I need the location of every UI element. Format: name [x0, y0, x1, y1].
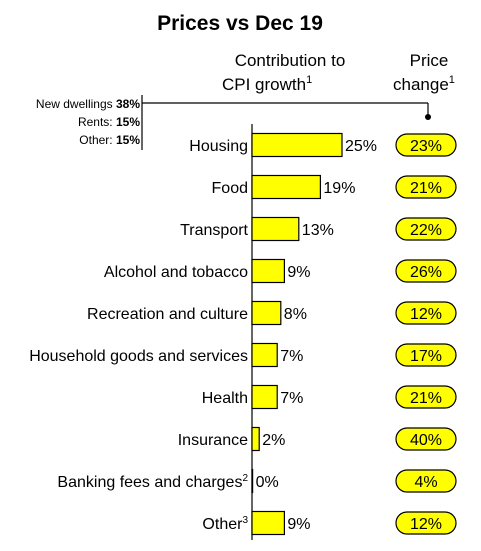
price-change-label: 26%	[410, 264, 442, 281]
category-label-text: Banking fees and charges	[57, 474, 242, 491]
data-label: 0%	[256, 474, 279, 491]
price-change-label: 4%	[414, 474, 437, 491]
category-label: Other3	[202, 515, 248, 533]
category-label-sup: 3	[242, 515, 248, 526]
price-change-label: 22%	[410, 222, 442, 239]
price-change-pill	[395, 511, 457, 535]
bar	[251, 258, 286, 284]
chart-title: Prices vs Dec 19	[157, 12, 323, 35]
bar	[251, 468, 254, 494]
bar	[251, 510, 286, 536]
bar	[251, 174, 322, 200]
bar	[251, 426, 260, 452]
contribution-header-line1: Contribution to	[235, 51, 346, 70]
breakdown-item-label: New dwellings	[36, 97, 116, 111]
price-change-pill	[395, 343, 457, 367]
price-change-label: 21%	[410, 180, 442, 197]
price-change-label: 17%	[410, 348, 442, 365]
housing-breakdown: New dwellings 38%Rents: 15%Other: 15%	[36, 95, 143, 150]
category-label-text: Other	[202, 516, 243, 533]
price-change-label: 40%	[410, 432, 442, 449]
category-label: Housing	[189, 138, 248, 155]
category-label-sup: 2	[242, 473, 248, 484]
category-label-text: Alcohol and tobacco	[104, 264, 248, 281]
bar	[251, 384, 278, 410]
breakdown-item-value: 38%	[116, 97, 140, 111]
price-change-pill	[395, 469, 457, 493]
price-change-label: 12%	[410, 306, 442, 323]
breakdown-item-value: 15%	[116, 133, 140, 147]
category-label: Banking fees and charges2	[57, 473, 248, 491]
data-label: 8%	[284, 306, 307, 323]
price-header-line1: Price	[410, 51, 449, 70]
price-change-pill	[395, 133, 457, 157]
price-change-pill	[395, 427, 457, 451]
category-label-text: Transport	[180, 222, 248, 239]
data-label: 9%	[287, 516, 310, 533]
category-label-text: Housing	[189, 138, 248, 155]
breakdown-item-label: Other:	[79, 133, 116, 147]
category-label: Household goods and services	[29, 348, 248, 365]
breakdown-connector-dot	[425, 114, 431, 120]
price-header-line2: change1	[393, 74, 455, 94]
category-label: Health	[202, 390, 248, 407]
data-label: 9%	[287, 264, 310, 281]
price-change-label: 23%	[410, 138, 442, 155]
category-label-text: Recreation and culture	[87, 306, 248, 323]
price-header-line2-text: change	[393, 75, 449, 94]
contribution-header-sup: 1	[306, 74, 312, 86]
category-label-text: Insurance	[178, 432, 248, 449]
price-change-pill	[395, 217, 457, 241]
bar	[251, 216, 300, 242]
data-label: 7%	[280, 390, 303, 407]
price-change-pill	[395, 301, 457, 325]
category-label-text: Health	[202, 390, 248, 407]
contribution-header-line2: CPI growth1	[222, 74, 312, 94]
category-label: Food	[212, 180, 248, 197]
price-header-sup: 1	[449, 74, 455, 86]
category-label: Recreation and culture	[87, 306, 248, 323]
category-label: Alcohol and tobacco	[104, 264, 248, 281]
bar	[251, 132, 343, 158]
bar-rows: Housing 25% 23%Food 19% 21%Transport 13% 22%Al…	[29, 132, 457, 536]
contribution-header-line2-text: CPI growth	[222, 75, 306, 94]
price-change-pill	[395, 385, 457, 409]
category-label: Transport	[180, 222, 248, 239]
data-label: 25%	[345, 138, 377, 155]
breakdown-item: New dwellings 38%	[36, 97, 140, 111]
price-change-pill	[395, 175, 457, 199]
category-label: Insurance	[178, 432, 248, 449]
data-label: 13%	[302, 222, 334, 239]
price-change-pill	[395, 259, 457, 283]
price-change-label: 21%	[410, 390, 442, 407]
price-change-label: 12%	[410, 516, 442, 533]
bar	[251, 342, 278, 368]
breakdown-item: Other: 15%	[79, 133, 140, 147]
breakdown-item: Rents: 15%	[78, 115, 140, 129]
breakdown-item-value: 15%	[116, 115, 140, 129]
category-label-text: Household goods and services	[29, 348, 248, 365]
category-label-text: Food	[212, 180, 248, 197]
data-label: 2%	[262, 432, 285, 449]
breakdown-item-label: Rents:	[78, 115, 116, 129]
bar	[251, 300, 282, 326]
data-label: 19%	[323, 180, 355, 197]
data-label: 7%	[280, 348, 303, 365]
